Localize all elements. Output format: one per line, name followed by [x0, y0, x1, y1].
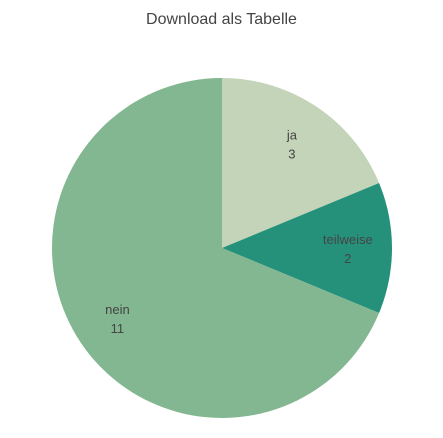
slice-label-ja: ja 3 [286, 127, 298, 161]
download-table-link[interactable]: Download als Tabelle [146, 11, 297, 28]
slice-category-label: teilweise [323, 232, 373, 247]
slice-value-label: 3 [288, 146, 295, 161]
pie-slice-teilweise[interactable] [222, 182, 392, 314]
slice-label-teilweise: teilweise 2 [323, 232, 373, 266]
pie-slice-ja[interactable] [222, 78, 380, 248]
slice-category-label: nein [105, 302, 130, 317]
slice-value-label: 2 [344, 251, 351, 266]
slice-category-label: ja [286, 127, 298, 142]
slice-value-label: 11 [111, 321, 125, 336]
pie-slice-nein[interactable] [51, 78, 380, 419]
slice-label-nein: nein 11 [105, 302, 130, 336]
